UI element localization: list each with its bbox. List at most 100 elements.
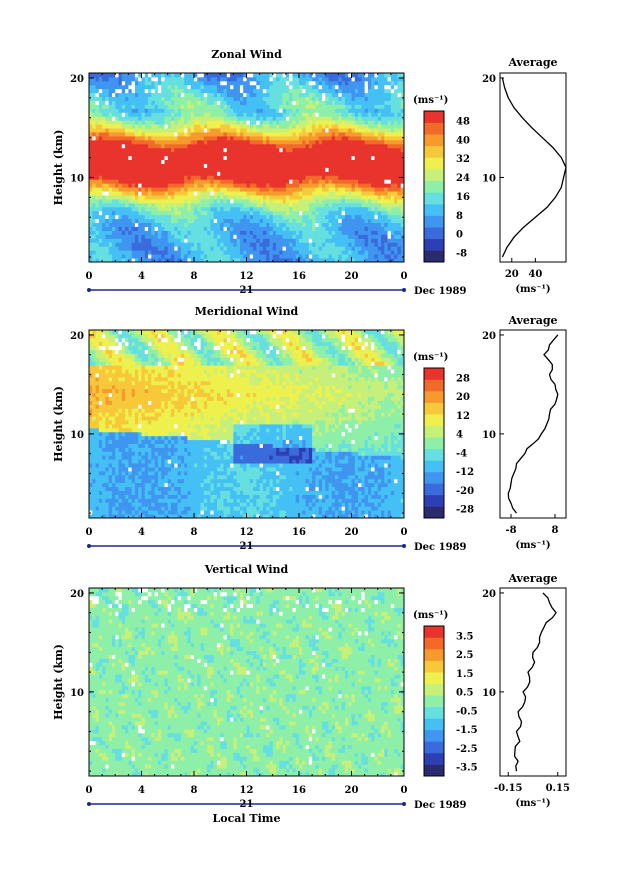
heatmap-cell [315, 159, 320, 164]
heatmap-cell [338, 136, 343, 141]
heatmap-cell [174, 183, 178, 188]
heatmap-cell [253, 191, 257, 196]
heatmap-cell [125, 116, 129, 121]
heatmap-cell [226, 246, 231, 251]
heatmap-cell [335, 155, 339, 161]
heatmap-cell [180, 143, 185, 149]
heatmap-cell [102, 435, 106, 441]
heatmap-cell [338, 159, 343, 164]
heatmap-cell [180, 151, 185, 157]
heatmap-cell [397, 128, 402, 133]
heatmap-cell [285, 238, 290, 243]
heatmap-cell [266, 155, 270, 161]
heatmap-cell [154, 206, 159, 212]
heatmap-cell [95, 380, 100, 386]
heatmap-cell [167, 191, 172, 196]
heatmap-cell [276, 159, 280, 164]
heatmap-cell [95, 218, 100, 224]
heatmap-cell [351, 132, 356, 137]
heatmap-cell [387, 80, 392, 86]
heatmap-cell [115, 84, 119, 90]
heatmap-cell [387, 132, 392, 137]
heatmap-cell [305, 199, 310, 204]
heatmap-cell [328, 155, 333, 161]
heatmap-cell [128, 132, 133, 137]
heatmap-cell [377, 151, 382, 157]
heatmap-cell [138, 226, 142, 231]
heatmap-cell [279, 159, 283, 164]
heatmap-cell [164, 183, 169, 188]
heatmap-cell [272, 76, 277, 82]
heatmap-cell [299, 88, 303, 94]
heatmap-cell [171, 191, 175, 196]
heatmap-cell [289, 104, 293, 109]
heatmap-cell [154, 96, 159, 101]
heatmap-cell [157, 116, 162, 121]
heatmap-cell [318, 222, 323, 227]
heatmap-cell [299, 147, 303, 153]
heatmap-cell [397, 139, 402, 145]
heatmap-cell [171, 195, 175, 200]
heatmap-cell [249, 104, 254, 109]
heatmap-cell [174, 128, 178, 133]
heatmap-cell [161, 108, 165, 113]
heatmap-cell [141, 143, 146, 149]
heatmap-cell [138, 183, 142, 188]
heatmap-cell [115, 222, 119, 227]
heatmap-cell [95, 416, 100, 421]
heatmap-cell [223, 179, 228, 184]
heatmap-cell [154, 222, 159, 227]
heatmap-cell [282, 112, 287, 117]
heatmap-cell [194, 163, 198, 168]
heatmap-cell [174, 120, 178, 125]
heatmap-cell [148, 222, 152, 227]
heatmap-cell [226, 250, 231, 255]
heatmap-cell [220, 73, 224, 78]
heatmap-cell [256, 84, 261, 90]
heatmap-cell [141, 246, 146, 251]
heatmap-cell [230, 116, 234, 121]
heatmap-cell [102, 183, 106, 188]
heatmap-cell [171, 132, 175, 137]
heatmap-cell [230, 183, 234, 188]
heatmap-cell [190, 202, 195, 208]
heatmap-cell [230, 254, 234, 259]
heatmap-cell [321, 112, 326, 117]
heatmap-cell [387, 210, 392, 216]
heatmap-cell [226, 124, 231, 129]
heatmap-cell [381, 183, 385, 188]
heatmap-cell [285, 80, 290, 86]
heatmap-cell [92, 439, 96, 444]
heatmap-cell [390, 163, 395, 168]
heatmap-cell [348, 195, 352, 200]
heatmap-cell [230, 92, 234, 98]
heatmap-cell [279, 191, 283, 196]
heatmap-cell [111, 167, 116, 172]
heatmap-cell [102, 392, 106, 397]
heatmap-cell [295, 238, 300, 243]
heatmap-cell [384, 246, 388, 251]
heatmap-cell [302, 104, 306, 109]
heatmap-cell [128, 242, 133, 247]
heatmap-cell [354, 76, 359, 82]
heatmap-cell [157, 175, 162, 180]
heatmap-cell [108, 206, 113, 212]
heatmap-cell [226, 199, 231, 204]
heatmap-cell [92, 88, 96, 94]
heatmap-cell [299, 116, 303, 121]
heatmap-cell [374, 167, 379, 172]
heatmap-cell [371, 112, 375, 117]
heatmap-cell [194, 218, 198, 224]
heatmap-cell [259, 218, 264, 224]
heatmap-cell [341, 191, 346, 196]
heatmap-cell [341, 73, 346, 78]
heatmap-cell [98, 451, 103, 456]
heatmap-cell [377, 250, 382, 255]
heatmap-cell [384, 214, 388, 220]
heatmap-cell [89, 380, 93, 386]
heatmap-cell [102, 490, 106, 495]
heatmap-cell [98, 202, 103, 208]
heatmap-cell [157, 206, 162, 212]
heatmap-cell [89, 191, 93, 196]
heatmap-cell [341, 175, 346, 180]
